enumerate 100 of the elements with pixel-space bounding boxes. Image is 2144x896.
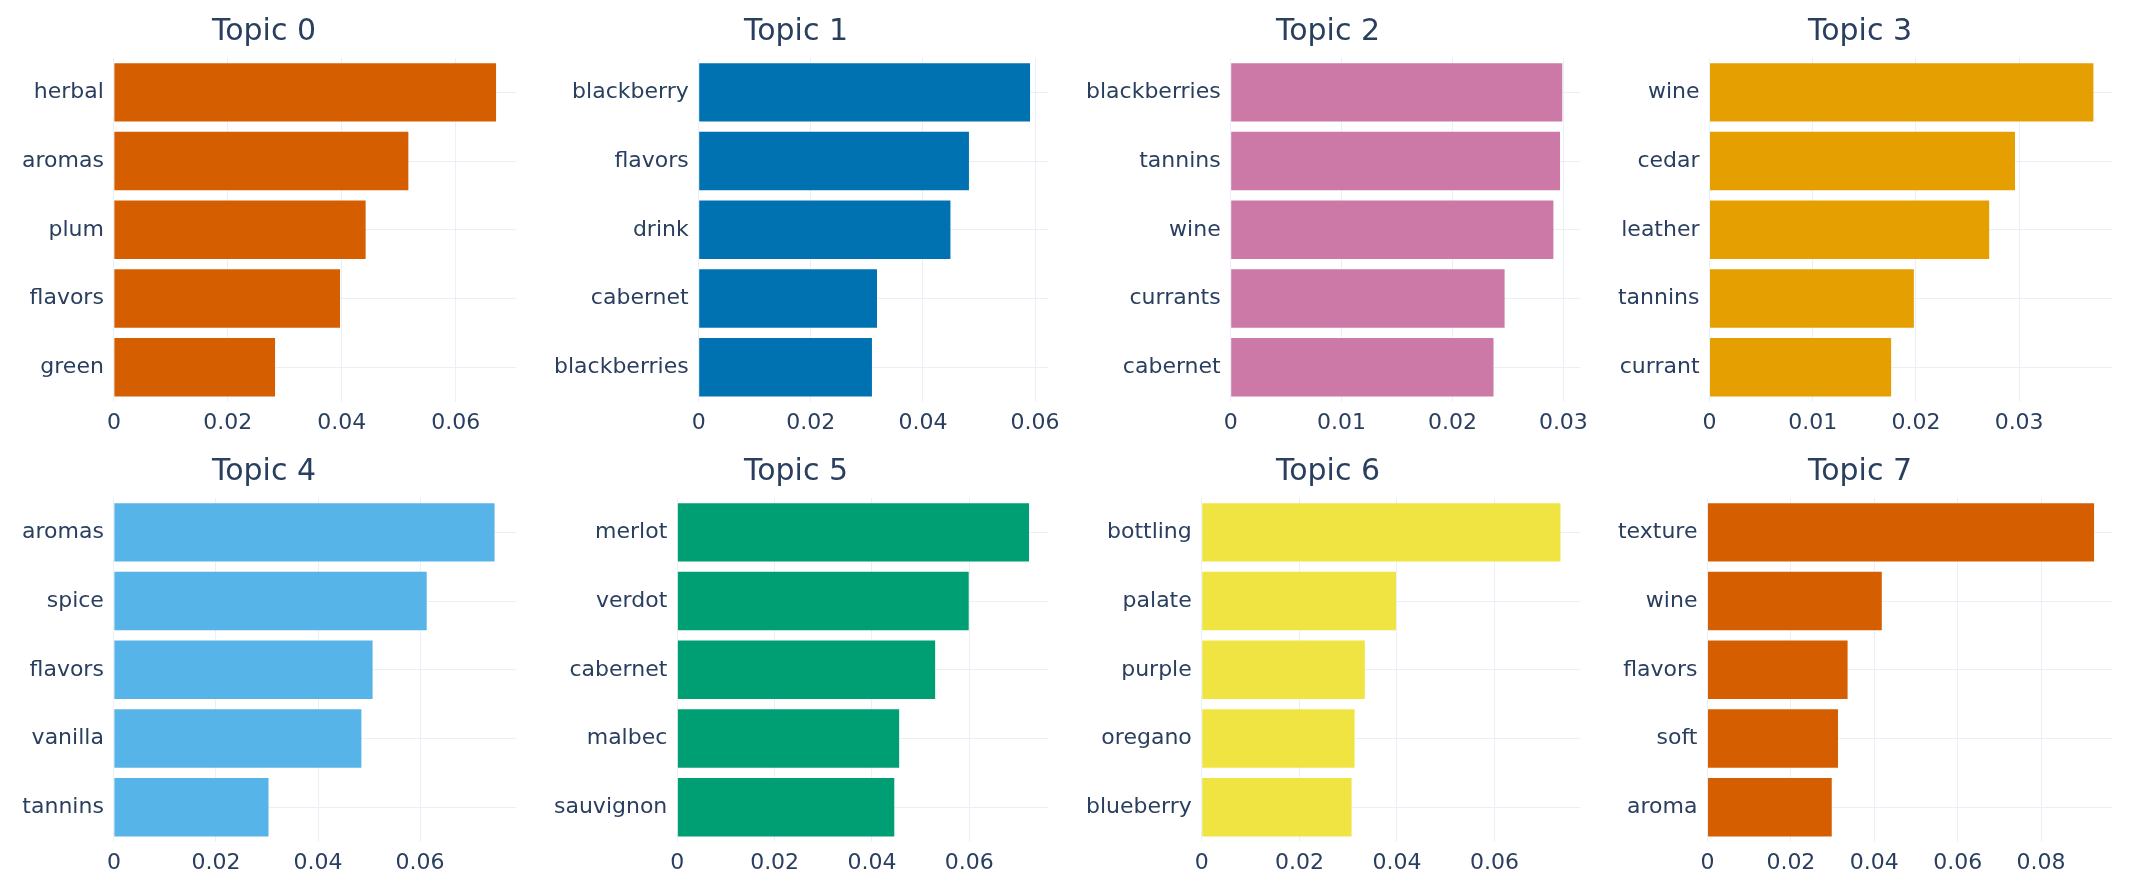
bar (1202, 571, 1397, 631)
y-tick-label: purple (1121, 655, 1192, 681)
y-tick-label: flavors (29, 284, 104, 310)
y-tick-label: cabernet (590, 284, 690, 310)
x-tick-label: 0 (1223, 408, 1238, 434)
bar (1707, 571, 1882, 631)
x-tick-label: 0 (106, 848, 121, 874)
x-tick-label: 0 (691, 408, 706, 434)
x-tick-label: 0.04 (847, 848, 897, 874)
y-tick-label: green (40, 352, 104, 378)
x-tick-label: 0.03 (1538, 408, 1588, 434)
y-tick-label: palate (1122, 586, 1192, 612)
y-tick-label: aroma (1627, 792, 1698, 818)
y-tick-label: bottling (1106, 518, 1192, 544)
bar (699, 63, 1031, 122)
bar (1231, 200, 1554, 260)
x-tick-label: 0.02 (191, 848, 241, 874)
bar (1202, 640, 1365, 700)
x-tick-label: 0.04 (898, 408, 948, 434)
y-tick-label: plum (48, 215, 104, 241)
bar (114, 640, 373, 700)
y-tick-label: cabernet (1122, 352, 1222, 378)
y-tick-label: texture (1617, 518, 1698, 544)
y-tick-label: wine (1647, 78, 1700, 104)
bar (114, 269, 340, 328)
bar (1707, 640, 1848, 700)
x-tick-label: 0.02 (1427, 408, 1477, 434)
x-tick-label: 0.06 (1470, 848, 1520, 874)
y-tick-label: soft (1656, 724, 1698, 750)
bar (1710, 131, 2015, 191)
bar (114, 338, 276, 397)
y-tick-label: flavors (29, 655, 104, 681)
bar (114, 709, 362, 768)
x-tick-label: 0.06 (944, 848, 994, 874)
bar (114, 778, 269, 837)
y-tick-label: flavors (1623, 655, 1698, 681)
bar (1707, 503, 2095, 562)
y-tick-label: drink (632, 215, 689, 241)
y-tick-label: blackberry (572, 78, 689, 104)
x-tick-label: 0 (1194, 848, 1209, 874)
x-tick-label: 0 (670, 848, 685, 874)
chart-title: Topic 4 (210, 451, 317, 487)
y-tick-label: tannins (22, 792, 104, 818)
x-tick-label: 0.02 (1891, 408, 1941, 434)
chart-title: Topic 6 (1274, 451, 1381, 487)
x-tick-label: 0.02 (750, 848, 800, 874)
chart-title: Topic 5 (742, 451, 849, 487)
y-tick-label: malbec (586, 724, 668, 750)
bar (114, 131, 409, 191)
y-tick-label: sauvignon (553, 792, 668, 818)
x-tick-label: 0.04 (317, 408, 367, 434)
bar (1231, 269, 1505, 328)
bar (677, 571, 969, 631)
x-tick-label: 0.02 (1274, 848, 1324, 874)
x-tick-label: 0.06 (1010, 408, 1060, 434)
y-tick-label: aromas (21, 518, 104, 544)
x-tick-label: 0.04 (1372, 848, 1422, 874)
y-tick-label: wine (1645, 586, 1698, 612)
y-tick-label: verdot (596, 586, 668, 612)
y-tick-label: wine (1169, 215, 1221, 241)
bar (1710, 269, 1914, 328)
bar (699, 131, 969, 191)
chart-title: Topic 3 (1806, 11, 1913, 47)
y-tick-label: blueberry (1086, 792, 1192, 818)
x-tick-label: 0 (1702, 408, 1717, 434)
y-tick-label: tannins (1618, 284, 1700, 310)
x-tick-label: 0 (106, 408, 121, 434)
x-tick-label: 0.02 (203, 408, 253, 434)
y-tick-label: herbal (33, 78, 104, 104)
y-tick-label: leather (1621, 215, 1701, 241)
x-tick-label: 0.01 (1317, 408, 1367, 434)
y-tick-label: aromas (21, 146, 104, 172)
chart-title: Topic 2 (1274, 11, 1381, 47)
bar (1202, 778, 1352, 837)
y-tick-label: merlot (595, 518, 668, 544)
y-tick-label: blackberries (553, 352, 689, 378)
bar (114, 200, 366, 260)
y-tick-label: tannins (1139, 146, 1221, 172)
bar (1710, 63, 2094, 122)
x-tick-label: 0.06 (431, 408, 481, 434)
bar (1231, 63, 1563, 122)
bar (677, 778, 895, 837)
x-tick-label: 0.04 (293, 848, 343, 874)
x-tick-label: 0.06 (395, 848, 445, 874)
x-tick-label: 0.02 (786, 408, 836, 434)
bar (1202, 503, 1561, 562)
y-tick-label: cedar (1637, 146, 1701, 172)
x-tick-label: 0.03 (1994, 408, 2044, 434)
y-tick-label: cabernet (569, 655, 668, 681)
bar (114, 503, 495, 562)
x-tick-label: 0.01 (1788, 408, 1838, 434)
chart-title: Topic 0 (210, 11, 317, 47)
y-tick-label: blackberries (1085, 78, 1221, 104)
bar (1710, 338, 1892, 397)
bar (114, 571, 427, 631)
bar (114, 63, 497, 122)
bar (1710, 200, 1990, 260)
y-tick-label: oregano (1101, 724, 1192, 750)
y-tick-label: flavors (614, 146, 689, 172)
bar (699, 269, 877, 328)
